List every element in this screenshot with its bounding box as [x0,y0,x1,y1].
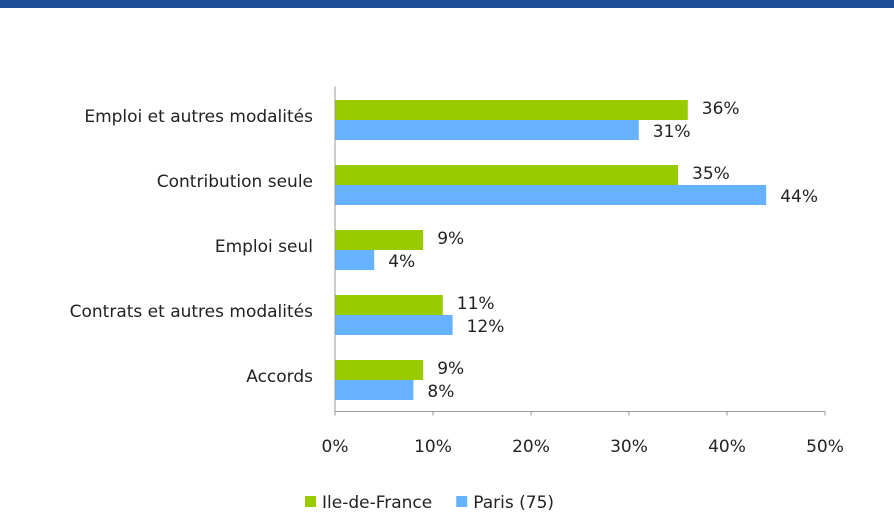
y-tick-label: Contribution seule [157,172,313,192]
value-label: 36% [702,99,740,119]
x-tick-label: 10% [414,437,452,457]
y-tick-label: Contrats et autres modalités [70,302,314,322]
bar [335,185,767,205]
value-label: 8% [427,382,454,402]
bar [335,315,453,335]
x-tick-label: 40% [708,437,746,457]
y-tick-label: Emploi seul [215,237,313,257]
legend-swatch [305,496,316,507]
bar [335,380,414,400]
value-label: 35% [692,164,730,184]
bar [335,165,678,185]
bar [335,230,424,250]
bar [335,250,375,270]
top-banner [0,0,894,8]
y-tick-label: Accords [246,367,313,387]
x-tick-label: 20% [512,437,550,457]
value-label: 12% [467,317,505,337]
legend-swatch [456,496,468,507]
value-label: 9% [437,359,464,379]
bar [335,360,424,380]
x-tick-label: 0% [322,437,349,457]
bar [335,100,688,120]
value-label: 31% [653,122,691,142]
value-label: 44% [780,187,818,207]
y-tick-label: Emploi et autres modalités [84,107,313,127]
value-label: 9% [437,229,464,249]
value-label: 11% [457,294,495,314]
x-tick-label: 30% [610,437,648,457]
bar [335,295,443,315]
x-tick-label: 50% [806,437,844,457]
value-label: 4% [388,252,415,272]
bar [335,120,639,140]
legend-label: Ile-de-France [322,493,432,513]
legend-label: Paris (75) [473,493,554,513]
